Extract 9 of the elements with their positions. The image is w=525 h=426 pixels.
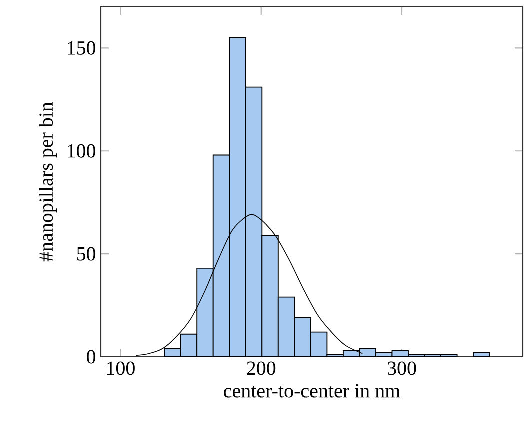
x-axis-title: center-to-center in nm [224,384,400,398]
y-tick-label: 150 [68,41,96,55]
x-tick-label: 100 [107,362,135,376]
y-axis-title: #nanopillars per bin [39,102,58,262]
x-tick-label: 300 [388,362,416,376]
y-tick-label: 50 [77,247,96,261]
y-tick-label: 0 [87,350,96,364]
x-tick-label: 200 [247,362,276,376]
y-tick-label: 100 [68,144,96,158]
